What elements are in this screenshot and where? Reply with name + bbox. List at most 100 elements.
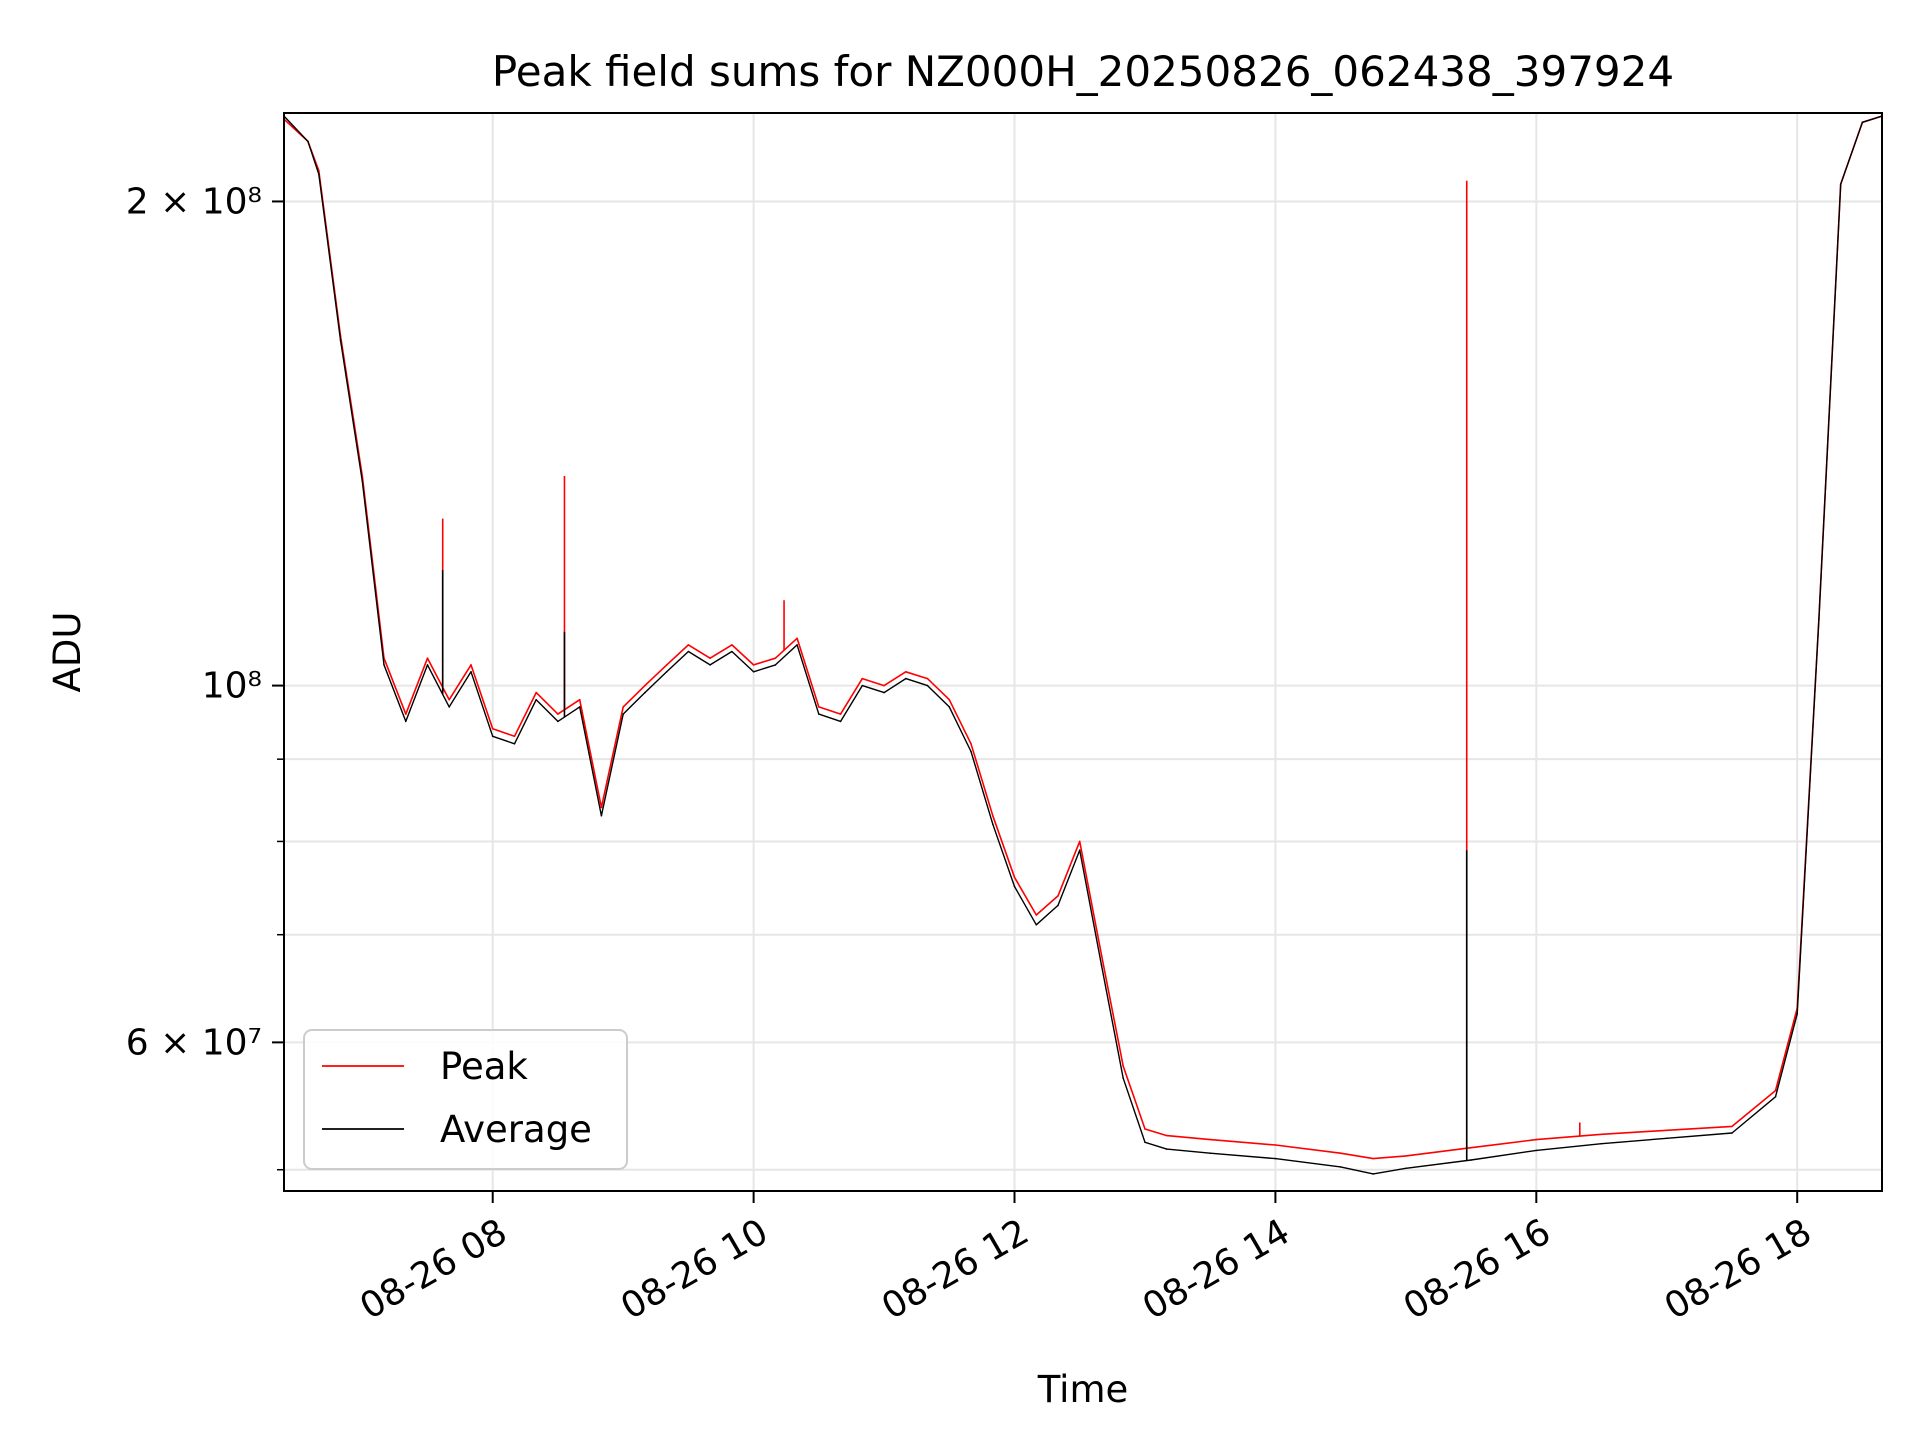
data-point-peak	[1339, 1152, 1342, 1154]
data-point-peak	[992, 814, 994, 817]
data-point-average	[665, 671, 668, 673]
data-point-average	[883, 691, 885, 694]
data-point-peak	[861, 677, 864, 680]
data-point-peak	[731, 644, 733, 646]
data-point-peak	[687, 644, 690, 646]
data-point-peak	[448, 698, 451, 701]
data-point-average	[687, 650, 690, 653]
data-point-average	[1535, 1149, 1538, 1152]
data-point-average	[600, 814, 603, 817]
data-point-peak	[644, 684, 646, 687]
data-point-peak	[1078, 840, 1081, 843]
data-point-average	[1078, 849, 1081, 851]
data-point-average	[1774, 1096, 1777, 1098]
y-tick-label: 10⁸	[202, 666, 262, 707]
axes-frame	[283, 112, 1883, 1192]
data-point-peak	[1013, 876, 1016, 879]
legend-label-average: Average	[440, 1108, 592, 1151]
data-point-average	[709, 664, 711, 666]
data-point-peak	[1774, 1089, 1777, 1092]
legend: Peak Average	[303, 1029, 628, 1170]
data-point-peak	[752, 664, 755, 666]
data-point-peak	[1100, 954, 1103, 956]
data-point-average	[1274, 1157, 1277, 1160]
data-point-average	[1057, 904, 1059, 907]
data-point-peak	[709, 657, 711, 659]
data-point-average	[426, 664, 429, 666]
data-point-average	[1100, 964, 1103, 967]
data-point-peak	[1731, 1125, 1733, 1128]
data-point-peak	[1405, 1155, 1407, 1157]
data-point-peak	[818, 706, 820, 708]
data-point-average	[861, 684, 864, 687]
data-point-average	[731, 650, 733, 653]
data-point-average	[622, 713, 624, 715]
data-point-peak	[470, 664, 472, 666]
chart-title: Peak field sums for NZ000H_20250826_0624…	[492, 47, 1674, 96]
data-point-peak	[426, 657, 429, 659]
data-point-average	[1818, 618, 1820, 620]
x-axis-label: Time	[1037, 1368, 1129, 1411]
data-point-average	[1144, 1141, 1146, 1144]
data-point-peak	[622, 706, 624, 708]
data-point-average	[1035, 924, 1038, 926]
data-point-peak	[1209, 1138, 1211, 1141]
data-point-average	[774, 664, 777, 666]
data-point-average	[818, 713, 820, 715]
data-point-average	[383, 664, 385, 666]
data-point-peak	[1035, 914, 1038, 916]
data-point-peak	[1666, 1129, 1668, 1132]
data-point-average	[1796, 1013, 1798, 1015]
data-point-peak	[774, 657, 777, 659]
data-point-average	[926, 684, 929, 687]
data-point-average	[1666, 1137, 1668, 1140]
legend-box	[303, 1029, 628, 1170]
data-point-average	[1731, 1132, 1733, 1134]
data-point-average	[1372, 1173, 1374, 1175]
data-point-average	[361, 480, 364, 483]
data-point-peak	[665, 664, 668, 666]
data-point-average	[339, 339, 342, 341]
data-point-peak	[970, 743, 972, 745]
data-point-average	[578, 706, 581, 708]
data-point-peak	[405, 713, 407, 715]
series-line-average	[283, 115, 1883, 1175]
data-point-average	[1209, 1152, 1211, 1154]
data-point-average	[318, 173, 320, 175]
data-point-average	[1122, 1077, 1124, 1079]
data-point-peak	[557, 713, 559, 715]
data-point-peak	[491, 728, 494, 730]
data-point-peak	[1122, 1065, 1124, 1067]
data-point-average	[992, 823, 994, 825]
data-point-average	[1861, 121, 1864, 124]
data-point-average	[1600, 1142, 1603, 1145]
y-tick-label: 2 × 10⁸	[126, 181, 262, 222]
y-axis-label: ADU	[46, 612, 89, 693]
data-point-average	[1013, 885, 1016, 888]
data-point-average	[470, 671, 472, 673]
data-point-average	[644, 691, 646, 694]
data-point-average	[905, 677, 907, 680]
data-point-peak	[1470, 1146, 1472, 1149]
data-point-peak	[926, 677, 929, 680]
data-point-peak	[578, 698, 581, 701]
data-point-average	[557, 720, 559, 723]
data-point-peak	[1144, 1128, 1146, 1130]
data-point-average	[535, 698, 537, 701]
data-point-average	[491, 735, 494, 738]
data-point-peak	[513, 735, 516, 738]
data-point-peak	[600, 806, 603, 809]
data-point-average	[752, 671, 755, 673]
series-layer	[283, 115, 1883, 1175]
data-point-peak	[839, 713, 842, 715]
data-point-average	[1405, 1167, 1407, 1170]
data-point-peak	[1057, 895, 1059, 897]
data-point-average	[513, 743, 516, 745]
data-point-peak	[1535, 1138, 1538, 1141]
data-point-average	[307, 140, 309, 143]
data-point-peak	[883, 684, 885, 687]
data-point-average	[970, 750, 972, 753]
data-point-average	[1339, 1166, 1342, 1168]
series-line-peak	[283, 115, 1883, 1160]
